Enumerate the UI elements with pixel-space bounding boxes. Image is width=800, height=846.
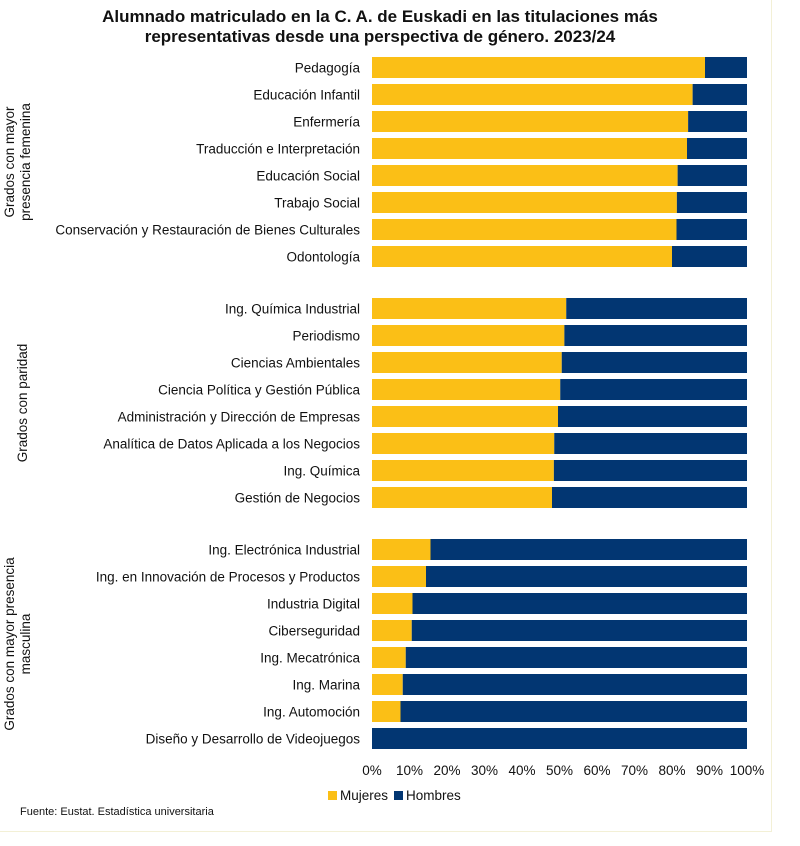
bar-hombres-periodismo	[564, 325, 747, 346]
bar-mujeres-traduccion-e-interpretacion	[372, 138, 687, 159]
x-tick-label-7: 70%	[621, 763, 648, 778]
bar-mujeres-ing-electronica-industrial	[372, 539, 431, 560]
group-label-0-line-1: presencia femenina	[18, 103, 33, 221]
bar-mujeres-conservacion-y-restauracion-de-bienes-culturales	[372, 219, 677, 240]
category-label-trabajo-social: Trabajo Social	[274, 196, 360, 211]
bar-hombres-ing-mecatronica	[405, 647, 747, 668]
bar-hombres-educacion-infantil	[692, 84, 747, 105]
group-label-0-line-0: Grados con mayor	[2, 106, 17, 218]
bar-mujeres-ing-automocion	[372, 701, 401, 722]
category-label-odontologia: Odontología	[286, 250, 360, 265]
category-label-analitica-de-datos-aplicada-a-los-negocios: Analítica de Datos Aplicada a los Negoci…	[103, 437, 360, 452]
bar-mujeres-administracion-y-direccion-de-empresas	[372, 406, 558, 427]
bar-hombres-analitica-de-datos-aplicada-a-los-negocios	[554, 433, 747, 454]
category-label-conservacion-y-restauracion-de-bienes-culturales: Conservación y Restauración de Bienes Cu…	[55, 223, 360, 238]
category-label-diseno-y-desarrollo-de-videojuegos: Diseño y Desarrollo de Videojuegos	[146, 732, 361, 747]
legend-label-hombres: Hombres	[406, 788, 461, 803]
bar-mujeres-ing-mecatronica	[372, 647, 406, 668]
source-note: Fuente: Eustat. Estadística universitari…	[20, 806, 214, 818]
bar-hombres-trabajo-social	[676, 192, 747, 213]
group-label-2-line-0: Grados con mayor presencia	[2, 557, 17, 731]
bar-hombres-educacion-social	[677, 165, 747, 186]
bar-mujeres-periodismo	[372, 325, 565, 346]
x-tick-label-1: 10%	[396, 763, 423, 778]
group-label-2-line-1: masculina	[18, 613, 33, 674]
x-tick-label-4: 40%	[508, 763, 535, 778]
bar-mujeres-analitica-de-datos-aplicada-a-los-negocios	[372, 433, 555, 454]
bar-hombres-ing-quimica-industrial	[566, 298, 747, 319]
x-tick-label-5: 50%	[546, 763, 573, 778]
bar-mujeres-ciencia-politica-y-gestion-publica	[372, 379, 561, 400]
category-label-ciberseguridad: Ciberseguridad	[268, 624, 360, 639]
group-label-1-line-0: Grados con paridad	[15, 344, 30, 463]
bar-mujeres-trabajo-social	[372, 192, 677, 213]
bar-mujeres-pedagogia	[372, 57, 705, 78]
chart-legend: Mujeres Hombres	[328, 788, 467, 803]
bar-mujeres-educacion-social	[372, 165, 678, 186]
legend-swatch-hombres	[394, 791, 404, 800]
category-label-ing-quimica: Ing. Química	[283, 464, 360, 479]
bar-hombres-diseno-y-desarrollo-de-videojuegos	[372, 728, 747, 749]
category-label-educacion-infantil: Educación Infantil	[253, 88, 360, 103]
legend-item-mujeres: Mujeres	[328, 788, 388, 803]
bar-hombres-industria-digital	[412, 593, 747, 614]
x-tick-label-2: 20%	[433, 763, 460, 778]
category-label-ciencia-politica-y-gestion-publica: Ciencia Política y Gestión Pública	[158, 383, 360, 398]
category-label-ing-en-innovacion-de-procesos-y-productos: Ing. en Innovación de Procesos y Product…	[96, 570, 360, 585]
category-label-traduccion-e-interpretacion: Traducción e Interpretación	[196, 142, 360, 157]
bar-mujeres-enfermeria	[372, 111, 689, 132]
bar-hombres-odontologia	[672, 246, 747, 267]
x-tick-label-9: 90%	[696, 763, 723, 778]
category-label-periodismo: Periodismo	[292, 329, 360, 344]
bar-hombres-traduccion-e-interpretacion	[687, 138, 747, 159]
bar-mujeres-odontologia	[372, 246, 672, 267]
bar-hombres-ing-quimica	[553, 460, 747, 481]
bar-mujeres-ing-marina	[372, 674, 403, 695]
category-label-ing-quimica-industrial: Ing. Química Industrial	[225, 302, 360, 317]
bar-mujeres-educacion-infantil	[372, 84, 693, 105]
category-label-enfermeria: Enfermería	[293, 115, 360, 130]
bar-hombres-gestion-de-negocios	[552, 487, 747, 508]
bar-hombres-ing-en-innovacion-de-procesos-y-productos	[426, 566, 747, 587]
x-tick-label-0: 0%	[362, 763, 382, 778]
bar-mujeres-ing-quimica-industrial	[372, 298, 567, 319]
category-label-pedagogia: Pedagogía	[295, 61, 361, 76]
category-label-industria-digital: Industria Digital	[267, 597, 360, 612]
category-label-administracion-y-direccion-de-empresas: Administración y Dirección de Empresas	[118, 410, 361, 425]
bar-hombres-enfermeria	[688, 111, 747, 132]
chart-frame	[0, 0, 772, 832]
bar-mujeres-ing-en-innovacion-de-procesos-y-productos	[372, 566, 426, 587]
category-label-ing-electronica-industrial: Ing. Electrónica Industrial	[208, 543, 360, 558]
bar-mujeres-ciberseguridad	[372, 620, 412, 641]
chart-title-line-1: Alumnado matriculado en la C. A. de Eusk…	[102, 7, 658, 26]
bar-mujeres-industria-digital	[372, 593, 413, 614]
category-label-ciencias-ambientales: Ciencias Ambientales	[231, 356, 360, 371]
x-tick-label-6: 60%	[583, 763, 610, 778]
bar-hombres-ciencia-politica-y-gestion-publica	[560, 379, 747, 400]
chart-title-line-2: representativas desde una perspectiva de…	[144, 27, 616, 46]
bar-hombres-ing-automocion	[400, 701, 747, 722]
bar-hombres-conservacion-y-restauracion-de-bienes-culturales	[676, 219, 747, 240]
x-tick-label-10: 100%	[730, 763, 765, 778]
category-label-gestion-de-negocios: Gestión de Negocios	[235, 491, 361, 506]
x-tick-label-8: 80%	[658, 763, 685, 778]
x-tick-label-3: 30%	[471, 763, 498, 778]
bar-hombres-ing-electronica-industrial	[430, 539, 747, 560]
category-label-ing-mecatronica: Ing. Mecatrónica	[260, 651, 360, 666]
bar-hombres-ciencias-ambientales	[561, 352, 747, 373]
category-label-educacion-social: Educación Social	[256, 169, 360, 184]
category-label-ing-automocion: Ing. Automoción	[263, 705, 360, 720]
bar-hombres-administracion-y-direccion-de-empresas	[558, 406, 747, 427]
legend-swatch-mujeres	[328, 791, 337, 800]
bar-hombres-ciberseguridad	[411, 620, 747, 641]
bar-mujeres-ciencias-ambientales	[372, 352, 562, 373]
legend-item-hombres: Hombres	[394, 788, 461, 803]
bar-mujeres-gestion-de-negocios	[372, 487, 552, 508]
category-label-ing-marina: Ing. Marina	[292, 678, 360, 693]
bar-mujeres-ing-quimica	[372, 460, 554, 481]
bar-hombres-ing-marina	[402, 674, 747, 695]
legend-label-mujeres: Mujeres	[340, 788, 389, 803]
bar-hombres-pedagogia	[705, 57, 747, 78]
